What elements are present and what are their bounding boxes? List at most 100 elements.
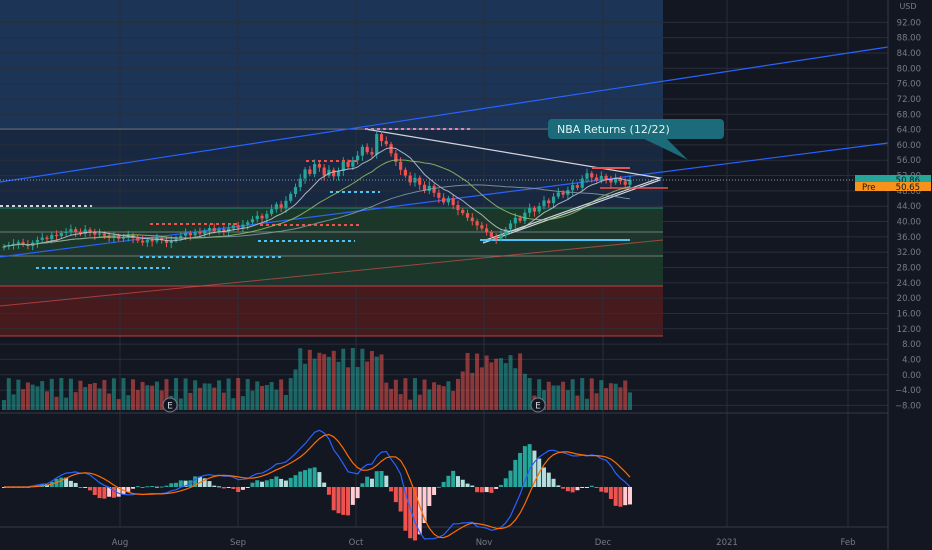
candle (265, 213, 269, 219)
macd-histogram-bar (293, 475, 298, 487)
candle (74, 229, 78, 232)
macd-histogram-bar (422, 487, 427, 524)
volume-bar (331, 350, 336, 410)
candle (537, 206, 541, 212)
candle (45, 237, 49, 240)
macd-histogram-bar (231, 487, 236, 489)
candle (50, 234, 54, 240)
callout-pointer (640, 137, 688, 160)
earnings-marker[interactable]: E (162, 397, 178, 413)
price-tick-label: 36.00 (897, 233, 921, 243)
candle (336, 170, 341, 177)
volume-bar (355, 367, 360, 410)
candle (183, 233, 188, 236)
volume-bar (45, 391, 50, 410)
macd-histogram-bar (164, 485, 169, 487)
macd-histogram-bar (436, 486, 441, 488)
macd-histogram-bar (446, 475, 451, 487)
price-axis-bg (888, 0, 932, 550)
macd-histogram-bar (279, 478, 284, 487)
candle (422, 184, 427, 191)
macd-histogram-bar (336, 487, 341, 514)
macd-histogram-bar (570, 487, 575, 493)
volume-bar (150, 385, 155, 410)
macd-histogram-bar (408, 487, 413, 539)
macd-histogram-bar (355, 487, 360, 499)
volume-bar (293, 369, 298, 410)
volume-bar (11, 394, 16, 410)
earnings-label: E (535, 402, 541, 412)
macd-histogram-bar (618, 487, 623, 507)
macd-histogram-bar (245, 487, 250, 488)
candle (217, 229, 221, 232)
volume-bar (78, 380, 83, 410)
candle (451, 198, 455, 206)
volume-bar (379, 354, 384, 410)
earnings-marker[interactable]: E (530, 397, 546, 413)
volume-bar (436, 384, 441, 410)
macd-histogram-bar (317, 472, 322, 487)
price-tick-label: 16.00 (897, 309, 921, 319)
volume-bar (412, 378, 417, 410)
volume-bar (159, 390, 164, 410)
volume-bar (212, 387, 217, 410)
candle (403, 169, 408, 176)
macd-histogram-bar (212, 485, 217, 487)
volume-bar (618, 387, 623, 410)
earnings-icon (162, 397, 178, 413)
volume-bar (389, 388, 394, 410)
volume-bar (2, 400, 6, 410)
macd-histogram-bar (489, 487, 494, 493)
callout-text: NBA Returns (12/22) (557, 123, 670, 136)
macd-histogram-bar (83, 487, 88, 488)
candle (35, 239, 40, 243)
candle (547, 200, 551, 204)
volume-bar (64, 397, 69, 410)
candle (260, 215, 264, 219)
volume-bar (403, 378, 408, 410)
time-tick-label: 2021 (716, 538, 738, 548)
currency-label: USD (899, 2, 916, 11)
candle (542, 200, 546, 207)
candle (2, 246, 6, 248)
macd-histogram-bar (217, 486, 222, 488)
macd-histogram-bar (174, 482, 179, 487)
candle (40, 237, 44, 240)
moving-average-line (3, 159, 631, 247)
candle (155, 238, 159, 242)
volume-bar (49, 378, 54, 410)
macd-histogram-bar (269, 478, 274, 487)
volume-bar (580, 378, 585, 410)
volume-bar (599, 380, 604, 410)
time-tick-label: Sep (230, 538, 246, 548)
macd-histogram-bar (628, 487, 632, 505)
volume-bar (59, 378, 64, 410)
macd-histogram-bar (518, 452, 523, 487)
macd-histogram-bar (111, 487, 116, 498)
macd-histogram-bar (532, 450, 537, 487)
volume-bar (250, 390, 255, 410)
macd-histogram-bar (88, 487, 93, 491)
macd-histogram-bar (207, 481, 212, 487)
macd-histogram-bar (527, 444, 532, 487)
candle (226, 228, 231, 232)
callout[interactable]: NBA Returns (12/22) (548, 119, 724, 160)
price-badge (855, 175, 931, 184)
candle (437, 192, 441, 198)
volume-bar (365, 361, 370, 410)
candle (465, 213, 470, 218)
candle (599, 175, 603, 181)
candle (618, 178, 623, 182)
candle (83, 229, 87, 234)
volume-bar (451, 391, 456, 410)
macd-histogram-bar (183, 480, 188, 487)
macd-histogram-bar (508, 470, 513, 487)
macd-histogram-bar (331, 487, 336, 511)
candle (322, 167, 326, 176)
macd-histogram-bar (479, 487, 484, 493)
volume-bar (102, 379, 107, 410)
volume-bar (126, 395, 131, 410)
macd-histogram-bar (580, 487, 585, 488)
candle (212, 228, 216, 232)
